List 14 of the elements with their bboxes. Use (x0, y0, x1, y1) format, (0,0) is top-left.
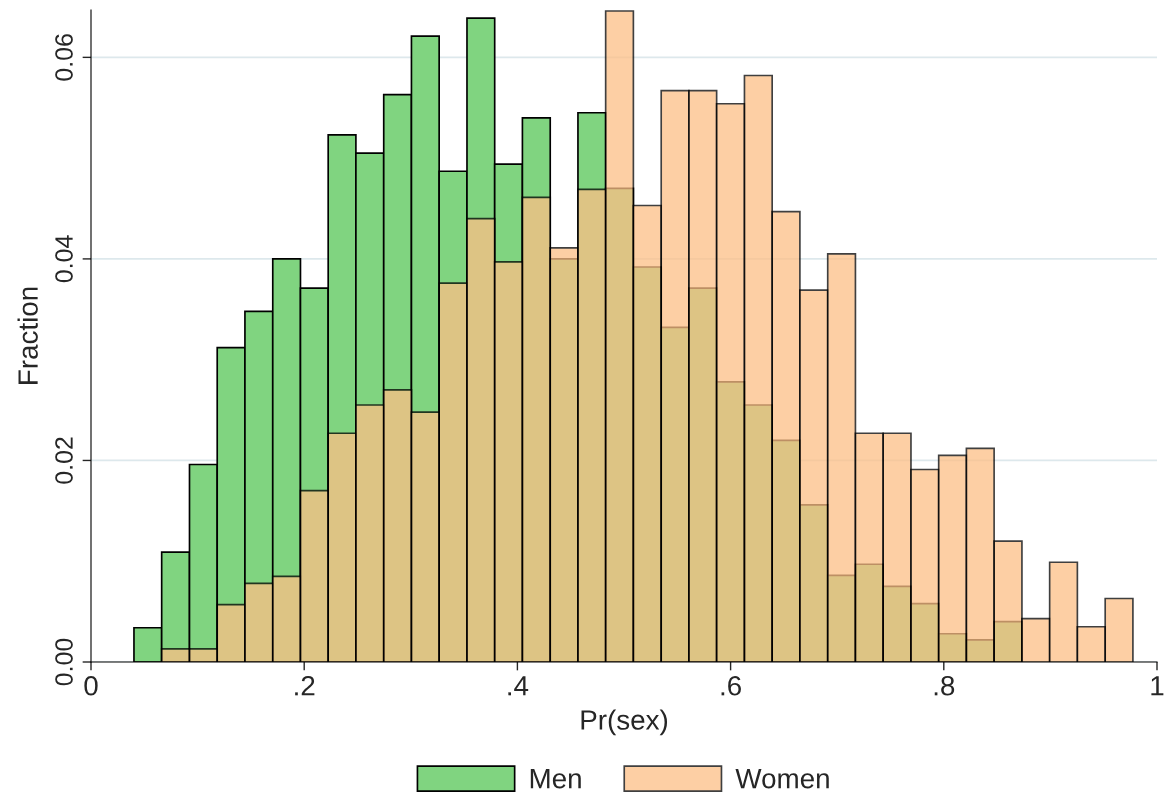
y-tick-label: 0.02 (55, 437, 73, 484)
legend-label: Men (530, 769, 581, 789)
y-tick-label: 0.04 (55, 235, 73, 283)
x-tick-label: 1 (1151, 676, 1164, 696)
x-tick-label: 0 (84, 675, 98, 696)
y-axis-title: Fraction (17, 287, 38, 384)
x-axis-title: Pr(sex) (581, 709, 668, 736)
x-tick-label: .4 (508, 676, 529, 696)
x-tick-label: .8 (934, 675, 955, 696)
y-tick-label: 0.06 (55, 34, 73, 81)
y-tick-label: 0.00 (55, 638, 73, 686)
legend-label: Women (735, 769, 829, 789)
x-tick-label: .2 (295, 675, 315, 696)
x-tick-label: .6 (721, 675, 741, 696)
